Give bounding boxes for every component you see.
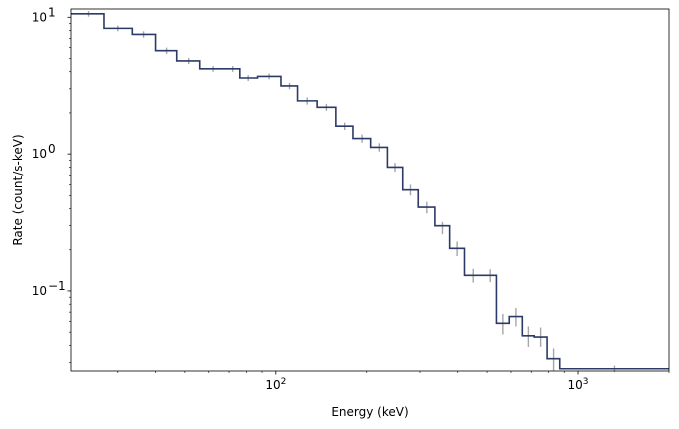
- y-axis-label: Rate (count/s-keV): [11, 134, 25, 245]
- x-tick-label-0: 102: [265, 377, 286, 392]
- y-tick-exponent-1: 0: [48, 142, 56, 156]
- errorbar-series: [87, 11, 616, 373]
- y-tick-label-2: 10: [32, 10, 47, 24]
- plot-area: [71, 11, 669, 373]
- y-tick-label-0: 10: [32, 284, 47, 298]
- plot-frame: [70, 8, 670, 372]
- x-axis-label: Energy (keV): [331, 405, 408, 419]
- step-series-line: [71, 13, 669, 370]
- x-tick-label-1: 103: [568, 377, 589, 392]
- y-tick-label-1: 10: [32, 147, 47, 161]
- y-tick-exponent-2: 1: [48, 5, 56, 19]
- x-axis: 102 103: [117, 371, 670, 392]
- y-tick-exponent-0: −1: [48, 279, 66, 293]
